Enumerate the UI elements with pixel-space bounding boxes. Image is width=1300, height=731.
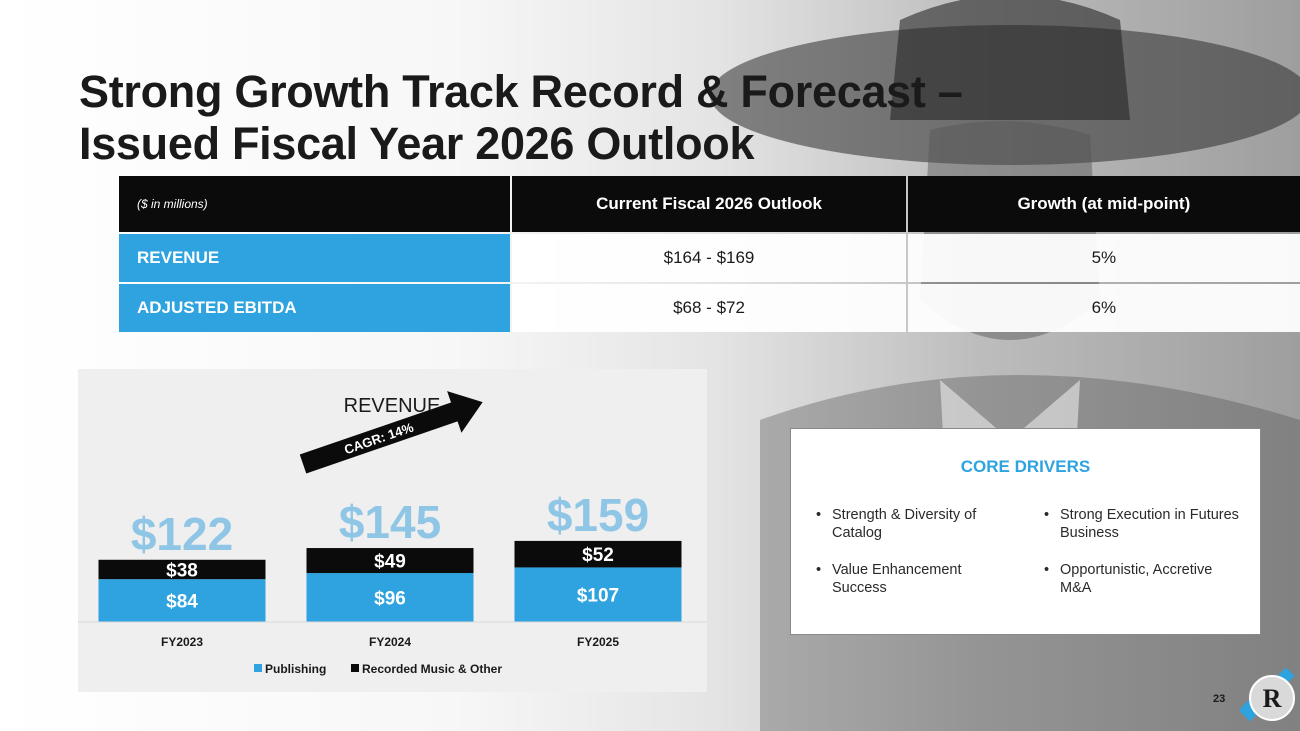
logo-letter: R [1263,684,1282,713]
bullet-icon: • [816,507,822,523]
bullet-icon: • [1044,562,1050,578]
bullet-icon: • [816,562,822,578]
x-axis-labels: FY2023 FY2024 FY2025 [161,635,619,649]
revenue-chart: REVENUE CAGR: 14% $84$38$122$96$49$145$1… [78,391,707,676]
table-row: REVENUE $164 - $169 5% [119,234,1300,282]
chart-title: REVENUE [344,395,441,417]
row-outlook-value: $164 - $169 [512,234,906,282]
table-row: ADJUSTED EBITDA $68 - $72 6% [119,284,1300,332]
row-outlook-value: $68 - $72 [512,284,906,332]
data-label: $84 [166,592,198,613]
driver-text: Strong Execution in Futures Business [1060,507,1239,541]
chart-bars: $84 $38$122 $96 $49 $145 $107 $52 $159 [98,489,682,622]
column-header-outlook: Current Fiscal 2026 Outlook [512,176,906,232]
bar-segment [306,548,474,574]
bullet-icon: • [1044,507,1050,523]
row-label: REVENUE [119,234,511,282]
bar-segment [98,559,266,580]
bar-segment [306,573,474,622]
legend-swatch [254,664,262,672]
driver-item: • Value Enhancement Success [816,561,1016,597]
bar-segment [514,567,682,622]
chart-legend: Publishing Recorded Music & Other [254,662,502,676]
data-label: $49 [374,552,406,573]
slide-title-line2: Issued Fiscal Year 2026 Outlook [79,118,755,169]
slide-title-line1: Strong Growth Track Record & Forecast – [79,66,963,117]
outlook-table: ($ in millions) Current Fiscal 2026 Outl… [119,176,1300,334]
driver-text: Strength & Diversity of Catalog [832,507,977,541]
bar-segment [514,540,682,568]
company-logo: R [1240,668,1295,722]
total-label: $122 [131,508,233,560]
row-growth-value: 5% [907,234,1300,282]
legend-label: Publishing [265,662,326,676]
total-label: $159 [547,489,649,541]
row-label: ADJUSTED EBITDA [119,284,511,332]
driver-text: Opportunistic, Accretive M&A [1060,562,1213,596]
unit-note: ($ in millions) [119,176,511,232]
revenue-chart-panel: REVENUE CAGR: 14% $84 $38 $122 $96 $49 $145 $1… [78,369,707,692]
page-number: 23 [1213,693,1226,705]
data-label: $107 [577,586,619,607]
driver-item: • Opportunistic, Accretive M&A [1044,561,1244,597]
row-growth-value: 6% [907,284,1300,332]
x-tick-label: FY2024 [369,635,411,649]
data-label: $38 [166,560,198,581]
core-drivers-title: CORE DRIVERS [960,457,1091,476]
outlook-table-header: ($ in millions) Current Fiscal 2026 Outl… [119,176,1300,232]
legend-label: Recorded Music & Other [362,662,502,676]
data-label: $96 [374,589,406,610]
x-tick-label: FY2025 [577,635,619,649]
driver-item: • Strong Execution in Futures Business [1044,506,1244,542]
legend-swatch [351,664,359,672]
total-label: $145 [339,496,441,548]
bar-segment [98,579,266,622]
column-header-growth: Growth (at mid-point) [907,176,1300,232]
slide-title: Strong Growth Track Record & Forecast – … [79,66,1039,170]
data-label: $52 [582,545,614,566]
driver-item: • Strength & Diversity of Catalog [816,506,1016,542]
driver-text: Value Enhancement Success [832,562,962,596]
x-tick-label: FY2023 [161,635,203,649]
core-drivers-box: CORE DRIVERS • Strength & Diversity of Ca… [790,428,1261,635]
